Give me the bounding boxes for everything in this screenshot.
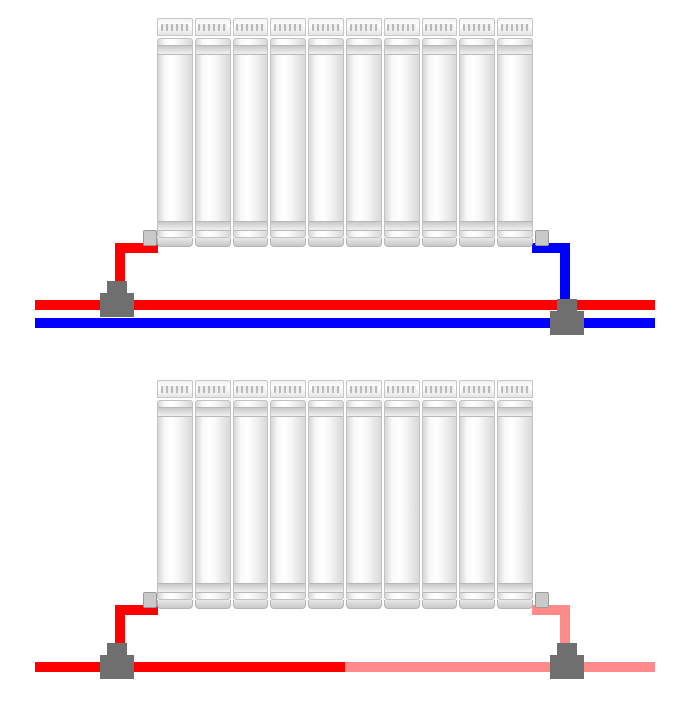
diagram-root xyxy=(0,0,690,707)
radiator-foot xyxy=(233,238,269,247)
grille-cell xyxy=(422,18,458,36)
grille-slots xyxy=(236,24,265,31)
radiator-section xyxy=(195,38,231,238)
grille-cell xyxy=(384,380,420,398)
grille-slots xyxy=(425,24,454,31)
radiator-section xyxy=(157,38,193,238)
radiator-sections xyxy=(155,36,535,238)
grille-slots xyxy=(312,24,341,31)
grille-slots xyxy=(236,386,265,393)
radiator-section xyxy=(346,38,382,238)
radiator-foot xyxy=(422,600,458,609)
radiator-feet xyxy=(155,600,535,609)
main-pipe-right xyxy=(345,662,655,672)
grille-cell xyxy=(497,380,533,398)
radiator-foot xyxy=(157,600,193,609)
radiator-foot xyxy=(195,600,231,609)
grille-slots xyxy=(161,24,190,31)
radiator-foot xyxy=(308,600,344,609)
radiator-grille xyxy=(155,18,535,36)
grille-cell xyxy=(422,380,458,398)
radiator-foot xyxy=(308,238,344,247)
radiator-section xyxy=(497,400,533,600)
grille-slots xyxy=(350,24,379,31)
radiator-top xyxy=(155,18,535,247)
grille-slots xyxy=(198,386,227,393)
radiator-foot xyxy=(384,600,420,609)
grille-cell xyxy=(233,18,269,36)
tee-fitting-cold xyxy=(550,311,584,335)
grille-cell xyxy=(157,18,193,36)
radiator-section xyxy=(157,400,193,600)
radiator-foot xyxy=(233,600,269,609)
radiator-connector-right xyxy=(535,592,549,608)
radiator-foot xyxy=(270,238,306,247)
main-pipe-left xyxy=(35,662,345,672)
grille-cell xyxy=(270,18,306,36)
radiator-section xyxy=(308,400,344,600)
grille-cell xyxy=(308,380,344,398)
radiator-feet xyxy=(155,238,535,247)
grille-slots xyxy=(387,386,416,393)
tee-fitting-hot xyxy=(100,293,134,317)
radiator-section xyxy=(233,38,269,238)
radiator-connector-left xyxy=(143,230,157,246)
radiator-section xyxy=(422,38,458,238)
grille-cell xyxy=(384,18,420,36)
grille-cell xyxy=(346,380,382,398)
grille-cell xyxy=(459,18,495,36)
radiator-foot xyxy=(157,238,193,247)
grille-cell xyxy=(157,380,193,398)
radiator-section xyxy=(270,38,306,238)
grille-slots xyxy=(463,24,492,31)
radiator-section xyxy=(422,400,458,600)
radiator-section xyxy=(459,38,495,238)
grille-cell xyxy=(233,380,269,398)
radiator-foot xyxy=(497,600,533,609)
radiator-connector-left xyxy=(143,592,157,608)
grille-slots xyxy=(161,386,190,393)
radiator-section xyxy=(270,400,306,600)
radiator-section xyxy=(195,400,231,600)
radiator-foot xyxy=(346,238,382,247)
grille-slots xyxy=(350,386,379,393)
grille-slots xyxy=(425,386,454,393)
radiator-section xyxy=(233,400,269,600)
radiator-foot xyxy=(422,238,458,247)
radiator-grille xyxy=(155,380,535,398)
grille-slots xyxy=(274,386,303,393)
grille-cell xyxy=(459,380,495,398)
radiator-section xyxy=(497,38,533,238)
radiator-foot xyxy=(384,238,420,247)
grille-cell xyxy=(308,18,344,36)
grille-slots xyxy=(274,24,303,31)
radiator-section xyxy=(459,400,495,600)
radiator-foot xyxy=(270,600,306,609)
radiator-section xyxy=(346,400,382,600)
radiator-section xyxy=(308,38,344,238)
radiator-foot xyxy=(459,600,495,609)
grille-cell xyxy=(346,18,382,36)
grille-slots xyxy=(198,24,227,31)
radiator-foot xyxy=(195,238,231,247)
grille-slots xyxy=(501,24,530,31)
tee-fitting-right xyxy=(550,655,584,679)
radiator-foot xyxy=(346,600,382,609)
grille-cell xyxy=(270,380,306,398)
grille-slots xyxy=(387,24,416,31)
grille-slots xyxy=(312,386,341,393)
grille-cell xyxy=(497,18,533,36)
radiator-bottom xyxy=(155,380,535,609)
grille-cell xyxy=(195,380,231,398)
radiator-section xyxy=(384,38,420,238)
radiator-foot xyxy=(459,238,495,247)
radiator-section xyxy=(384,400,420,600)
radiator-sections xyxy=(155,398,535,600)
radiator-connector-right xyxy=(535,230,549,246)
tee-fitting-left xyxy=(100,655,134,679)
grille-slots xyxy=(501,386,530,393)
radiator-foot xyxy=(497,238,533,247)
grille-cell xyxy=(195,18,231,36)
grille-slots xyxy=(463,386,492,393)
